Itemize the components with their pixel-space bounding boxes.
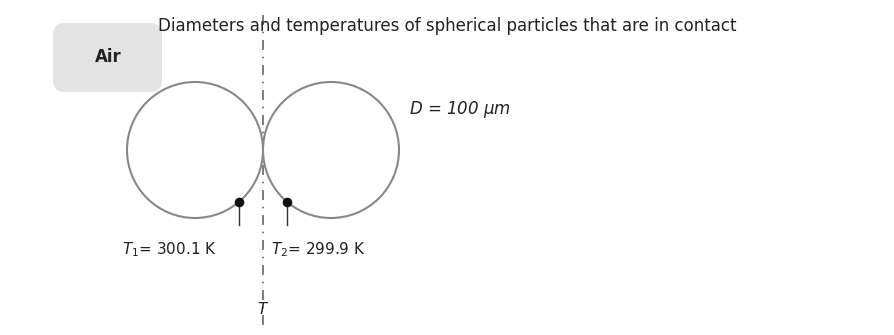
Text: Diameters and temperatures of spherical particles that are in contact: Diameters and temperatures of spherical …	[157, 17, 737, 35]
Point	[232, 199, 246, 205]
Text: $T_2$= 299.9 K: $T_2$= 299.9 K	[271, 240, 366, 259]
Point	[280, 199, 294, 205]
Text: Air: Air	[95, 48, 122, 66]
Text: $T_1$= 300.1 K: $T_1$= 300.1 K	[122, 240, 217, 259]
Text: $D$ = 100 μm: $D$ = 100 μm	[409, 99, 511, 121]
FancyBboxPatch shape	[53, 23, 162, 92]
Text: $T$: $T$	[257, 301, 269, 317]
